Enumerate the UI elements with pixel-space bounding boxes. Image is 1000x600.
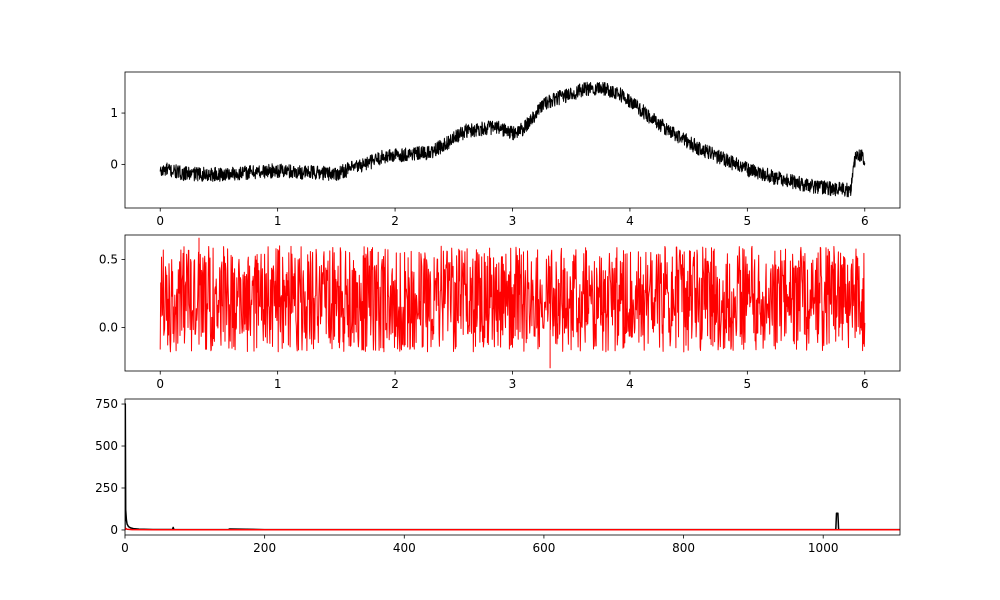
series-line-0 bbox=[159, 81, 866, 198]
series-line-0 bbox=[159, 237, 866, 369]
x-tick-label: 0 bbox=[156, 214, 164, 228]
top-panel-black-signal: 0 1 2 3 4 5 6 0 1 bbox=[110, 71, 901, 228]
bottom-panel-spectrum: 0 200 400 600 800 1000 0 250 500 750 bbox=[95, 397, 901, 555]
y-tick-label: 0 bbox=[110, 523, 118, 537]
x-tick-label: 400 bbox=[393, 541, 416, 555]
x-tick-label: 4 bbox=[626, 377, 634, 391]
middle-panel-red-signal: 0 1 2 3 4 5 6 0.0 0.5 bbox=[99, 234, 901, 391]
y-tick-label: 1 bbox=[110, 106, 118, 120]
x-tick-label: 0 bbox=[121, 541, 129, 555]
x-tick-label: 1000 bbox=[808, 541, 839, 555]
plot-area bbox=[159, 237, 866, 369]
y-tick-label: 0.5 bbox=[99, 252, 118, 266]
x-tick-label: 1 bbox=[274, 214, 282, 228]
y-tick-label: 250 bbox=[95, 481, 118, 495]
series-line-1 bbox=[125, 527, 900, 531]
x-tick-label: 5 bbox=[744, 377, 752, 391]
x-tick-label: 3 bbox=[509, 214, 517, 228]
axes-frame bbox=[124, 398, 901, 536]
y-tick-label: 750 bbox=[95, 397, 118, 411]
x-tick-label: 4 bbox=[626, 214, 634, 228]
y-tick-label: 0 bbox=[110, 157, 118, 171]
x-tick-label: 2 bbox=[391, 214, 399, 228]
x-tick-label: 5 bbox=[744, 214, 752, 228]
x-tick-label: 2 bbox=[391, 377, 399, 391]
x-tick-label: 6 bbox=[861, 377, 869, 391]
plot-area bbox=[159, 81, 866, 198]
x-tick-label: 1 bbox=[274, 377, 282, 391]
x-tick-label: 600 bbox=[532, 541, 555, 555]
x-tick-label: 800 bbox=[672, 541, 695, 555]
x-tick-label: 3 bbox=[509, 377, 517, 391]
y-tick-label: 500 bbox=[95, 439, 118, 453]
plot-area bbox=[125, 403, 900, 531]
x-tick-label: 6 bbox=[861, 214, 869, 228]
x-tick-label: 0 bbox=[156, 377, 164, 391]
x-tick-label: 200 bbox=[253, 541, 276, 555]
y-tick-label: 0.0 bbox=[99, 320, 118, 334]
